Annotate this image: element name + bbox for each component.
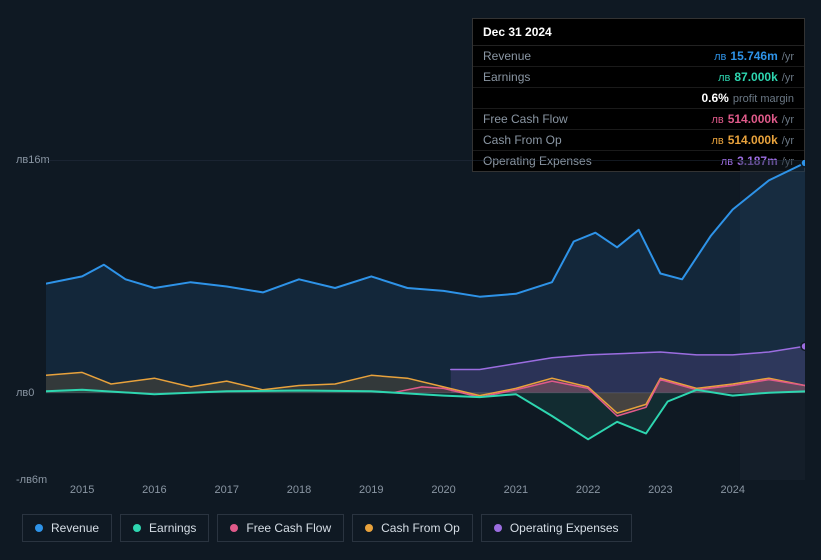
x-tick-label: 2018 bbox=[287, 484, 311, 496]
tooltip-row: Revenueлв15.746m/yr bbox=[473, 46, 804, 67]
x-tick-label: 2019 bbox=[359, 484, 383, 496]
tooltip-row-value: лв514.000k/yr bbox=[711, 112, 794, 126]
legend: Revenue Earnings Free Cash Flow Cash From O… bbox=[22, 514, 632, 542]
y-tick-label: -лв6m bbox=[16, 474, 47, 486]
tooltip-row: Free Cash Flowлв514.000k/yr bbox=[473, 109, 804, 130]
legend-item-fcf[interactable]: Free Cash Flow bbox=[217, 514, 344, 542]
legend-dot-icon bbox=[365, 524, 373, 532]
tooltip-row-label: Cash From Op bbox=[483, 133, 711, 147]
y-tick-label: лв0 bbox=[16, 387, 34, 399]
legend-item-cfo[interactable]: Cash From Op bbox=[352, 514, 473, 542]
legend-label: Free Cash Flow bbox=[246, 521, 331, 535]
legend-label: Earnings bbox=[149, 521, 196, 535]
tooltip-row-label bbox=[483, 91, 702, 105]
tooltip-date: Dec 31 2024 bbox=[473, 19, 804, 46]
legend-item-revenue[interactable]: Revenue bbox=[22, 514, 112, 542]
tooltip-row: 0.6% profit margin bbox=[473, 88, 804, 109]
x-tick-label: 2015 bbox=[70, 484, 94, 496]
legend-dot-icon bbox=[35, 524, 43, 532]
x-tick-label: 2022 bbox=[576, 484, 600, 496]
tooltip-row-value: лв87.000k/yr bbox=[718, 70, 794, 84]
legend-dot-icon bbox=[494, 524, 502, 532]
tooltip-panel: Dec 31 2024 Revenueлв15.746m/yrEarningsл… bbox=[472, 18, 805, 172]
tooltip-row-label: Revenue bbox=[483, 49, 714, 63]
x-tick-label: 2023 bbox=[648, 484, 672, 496]
legend-label: Operating Expenses bbox=[510, 521, 619, 535]
legend-item-opex[interactable]: Operating Expenses bbox=[481, 514, 632, 542]
chart-area: лв16mлв0-лв6m bbox=[16, 160, 805, 480]
tooltip-row: Earningsлв87.000k/yr bbox=[473, 67, 804, 88]
tooltip-row: Cash From Opлв514.000k/yr bbox=[473, 130, 804, 151]
x-tick-label: 2020 bbox=[431, 484, 455, 496]
tooltip-row-label: Earnings bbox=[483, 70, 718, 84]
y-tick-label: лв16m bbox=[16, 154, 50, 166]
x-tick-label: 2016 bbox=[142, 484, 166, 496]
legend-dot-icon bbox=[230, 524, 238, 532]
chart-svg bbox=[46, 160, 805, 480]
x-tick-label: 2017 bbox=[214, 484, 238, 496]
tooltip-row-value: лв514.000k/yr bbox=[711, 133, 794, 147]
x-tick-label: 2024 bbox=[720, 484, 744, 496]
tooltip-row-value: 0.6% profit margin bbox=[702, 91, 795, 105]
legend-label: Revenue bbox=[51, 521, 99, 535]
legend-label: Cash From Op bbox=[381, 521, 460, 535]
x-tick-label: 2021 bbox=[504, 484, 528, 496]
tooltip-row-label: Free Cash Flow bbox=[483, 112, 711, 126]
tooltip-row-value: лв15.746m/yr bbox=[714, 49, 794, 63]
legend-dot-icon bbox=[133, 524, 141, 532]
legend-item-earnings[interactable]: Earnings bbox=[120, 514, 209, 542]
